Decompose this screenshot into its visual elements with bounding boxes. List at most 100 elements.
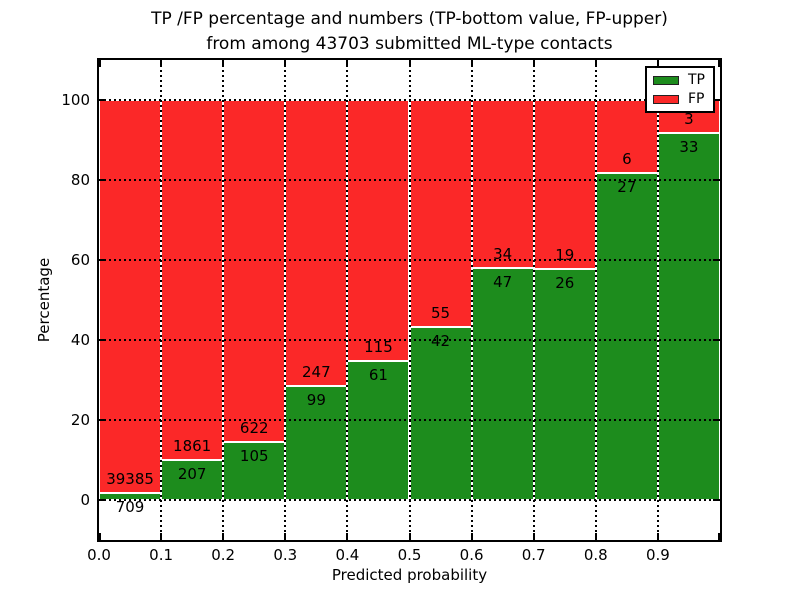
bar-segment-fp: [161, 100, 224, 460]
horizontal-gridline: [99, 419, 720, 421]
tp-count-label: 26: [555, 273, 575, 292]
bar-segment-tp: [657, 133, 720, 500]
x-tick-mark: [408, 533, 411, 540]
y-axis-label: Percentage: [35, 257, 53, 343]
x-tick-label: 0.9: [645, 546, 670, 564]
vertical-gridline: [284, 60, 287, 540]
y-tick-mark: [99, 339, 106, 341]
x-tick-mark: [160, 533, 163, 540]
bar-segment-fp: [471, 100, 534, 268]
y-tick-mark: [713, 419, 720, 421]
y-tick-label: 60: [70, 251, 90, 269]
x-tick-label: 0.2: [211, 546, 236, 564]
chart-title-line2: from among 43703 submitted ML-type conta…: [206, 34, 613, 54]
bar-segment-fp: [347, 100, 410, 362]
vertical-gridline: [594, 60, 597, 540]
x-tick-mark: [594, 533, 597, 540]
tp-count-label: 99: [306, 390, 326, 409]
x-tick-mark: [594, 60, 597, 67]
vertical-gridline: [346, 60, 349, 540]
y-tick-mark: [713, 259, 720, 261]
fp-count-label: 19: [555, 245, 575, 264]
tp-count-label: 42: [431, 331, 451, 350]
x-tick-mark: [222, 60, 225, 67]
x-tick-mark: [99, 60, 101, 67]
tp-count-label: 709: [115, 497, 145, 516]
x-axis-label: Predicted probability: [331, 566, 488, 584]
bar-segment-tp: [285, 385, 348, 500]
bar-segment-tp: [409, 326, 472, 500]
x-tick-mark: [222, 533, 225, 540]
y-tick-label: 100: [61, 91, 90, 109]
y-tick-mark: [713, 499, 720, 501]
x-tick-label: 0.4: [335, 546, 360, 564]
x-tick-label: 0.6: [459, 546, 484, 564]
y-tick-label: 20: [70, 411, 90, 429]
x-tick-mark: [346, 60, 349, 67]
horizontal-gridline: [99, 339, 720, 341]
fp-count-label: 3: [684, 110, 694, 129]
bar-segment-fp: [409, 100, 472, 327]
tp-count-label: 47: [493, 272, 513, 291]
y-tick-label: 40: [70, 331, 90, 349]
vertical-gridline: [470, 60, 473, 540]
fp-count-label: 34: [493, 244, 513, 263]
x-tick-mark: [532, 60, 535, 67]
fp-count-label: 55: [431, 303, 451, 322]
x-tick-mark: [284, 533, 287, 540]
x-tick-label: 0.3: [273, 546, 298, 564]
x-tick-mark: [470, 60, 473, 67]
bar-segment-tp: [533, 268, 596, 500]
fp-count-label: 1861: [173, 436, 212, 455]
tp-count-label: 207: [177, 464, 207, 483]
y-tick-mark: [99, 99, 106, 101]
x-tick-label: 0.8: [583, 546, 608, 564]
horizontal-gridline: [99, 179, 720, 181]
x-tick-label: 0.7: [521, 546, 546, 564]
x-tick-mark: [656, 533, 659, 540]
y-tick-mark: [713, 99, 720, 101]
y-tick-mark: [99, 179, 106, 181]
bar-segment-fp: [285, 100, 348, 386]
horizontal-gridline: [99, 499, 720, 501]
tp-count-label: 61: [368, 366, 388, 385]
horizontal-gridline: [99, 99, 720, 101]
x-tick-mark: [532, 533, 535, 540]
x-tick-mark: [470, 533, 473, 540]
vertical-gridline: [408, 60, 411, 540]
horizontal-gridline: [99, 259, 720, 261]
bar-segment-fp: [533, 100, 596, 269]
bar-segment-tp: [595, 172, 658, 500]
x-tick-mark: [408, 60, 411, 67]
y-tick-mark: [99, 259, 106, 261]
fp-count-label: 247: [302, 362, 331, 381]
tp-count-label: 27: [617, 177, 637, 196]
tp-color-swatch: [653, 75, 679, 85]
vertical-gridline: [656, 60, 659, 540]
fp-count-label: 6: [622, 149, 632, 168]
legend-item-tp: TP: [647, 73, 713, 87]
annotations-layer: 39385 709 1861 207 622 105 247 99 115 61 55 42 34 47 1…: [99, 60, 720, 540]
legend-label-tp: TP: [688, 72, 705, 88]
x-tick-label: 0.5: [397, 546, 422, 564]
bar-segment-tp: [471, 267, 534, 500]
vertical-gridline: [532, 60, 535, 540]
plot-area: 39385 709 1861 207 622 105 247 99 115 61 55 42 34 47 1…: [97, 58, 722, 542]
legend-item-fp: FP: [647, 92, 713, 106]
y-tick-mark: [99, 419, 106, 421]
tick-marks-layer: [99, 60, 720, 540]
x-tick-mark: [718, 60, 720, 67]
y-tick-mark: [713, 339, 720, 341]
x-tick-label: 0.1: [149, 546, 174, 564]
bar-segment-tp: [347, 361, 410, 500]
x-tick-mark: [656, 60, 659, 67]
x-tick-label: 0.0: [87, 546, 111, 564]
x-tick-mark: [160, 60, 163, 67]
chart-title-line1: TP /FP percentage and numbers (TP-bottom…: [151, 9, 668, 29]
x-tick-mark: [346, 533, 349, 540]
legend: TP FP: [645, 66, 715, 113]
fp-count-label: 115: [364, 338, 393, 357]
y-tick-mark: [713, 179, 720, 181]
y-tick-label: 80: [70, 171, 90, 189]
